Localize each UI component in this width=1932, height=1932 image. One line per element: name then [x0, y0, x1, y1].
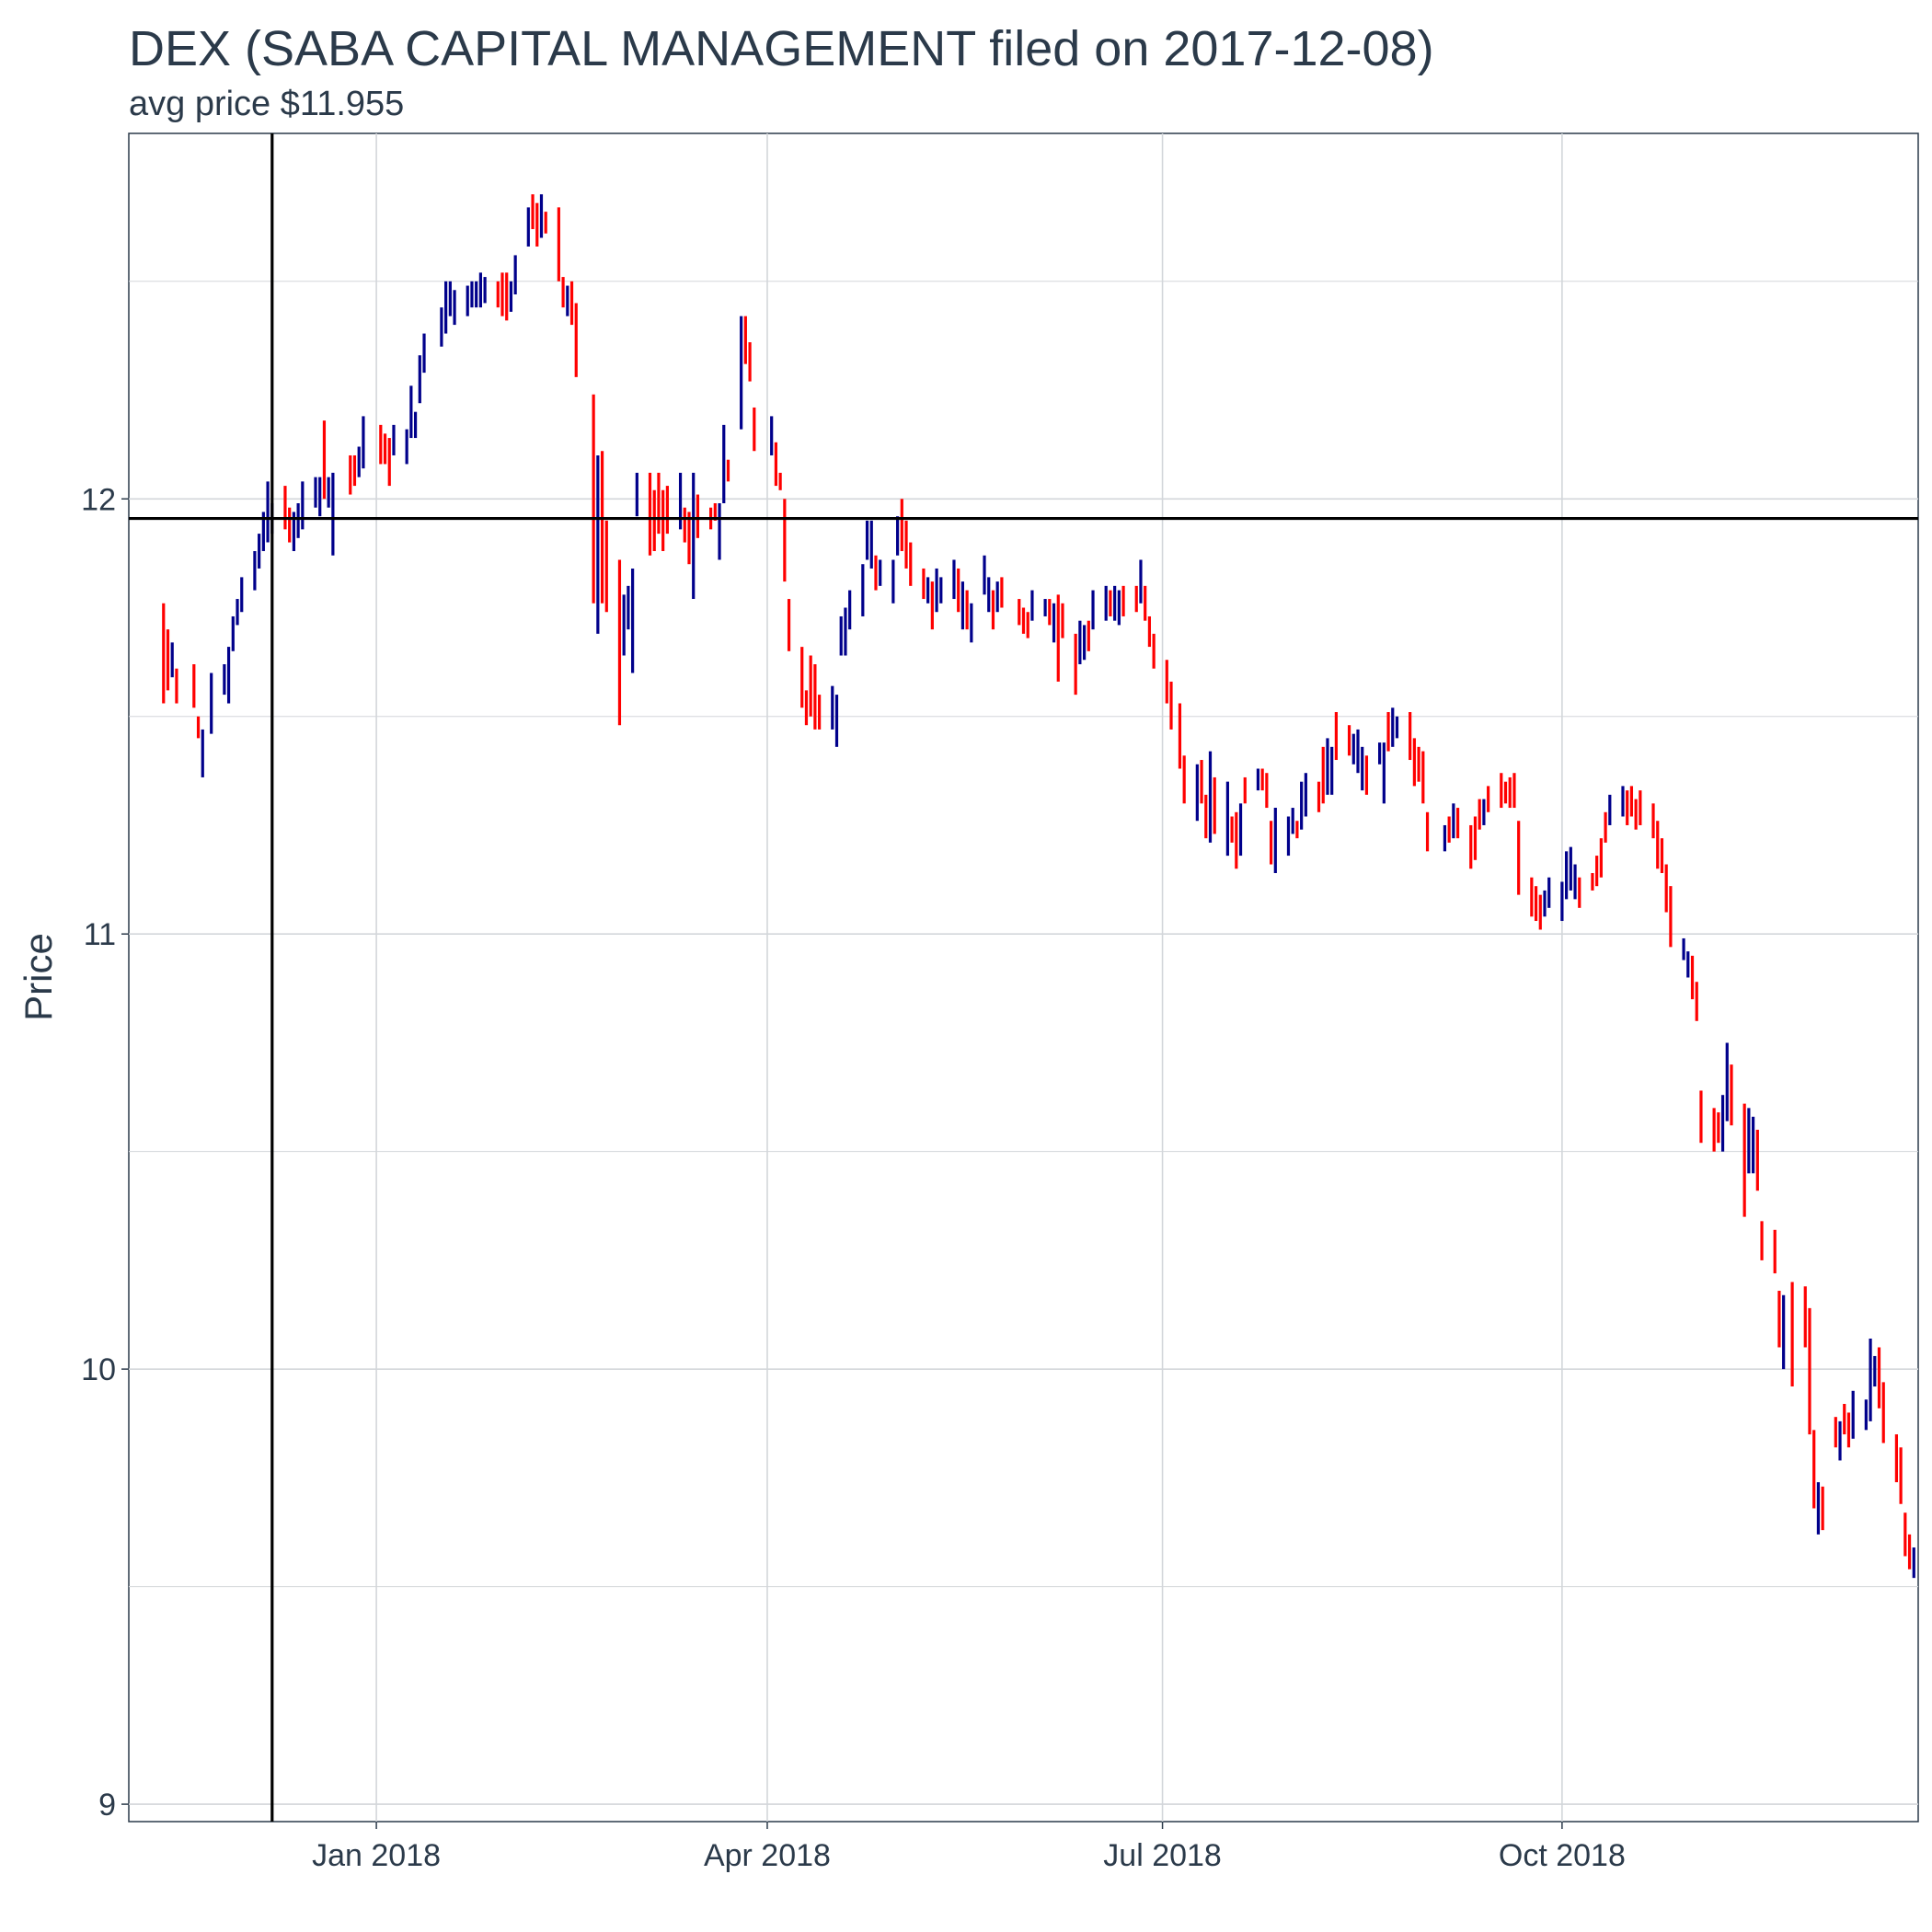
x-tick-label: Apr 2018 [704, 1838, 831, 1873]
plot-panel [128, 132, 1919, 1823]
y-tick-label: 12 [81, 482, 116, 517]
y-tick-label: 9 [98, 1788, 116, 1823]
chart-subtitle: avg price $11.955 [129, 85, 405, 123]
grid-lines [129, 133, 1918, 1822]
y-axis-title: Price [17, 933, 60, 1021]
y-tick-label: 11 [84, 917, 116, 952]
ohlc-bars [162, 194, 1915, 1579]
chart-title: DEX (SABA CAPITAL MANAGEMENT filed on 20… [129, 21, 1434, 76]
y-tick-label: 10 [81, 1352, 116, 1387]
reference-lines [129, 133, 1918, 1822]
x-axis-ticks: Jan 2018 Apr 2018 Jul 2018 Oct 2018 [312, 1822, 1626, 1873]
x-tick-label: Jan 2018 [312, 1838, 441, 1873]
x-tick-label: Oct 2018 [1499, 1838, 1626, 1873]
y-axis-ticks: 9 10 11 12 [81, 482, 129, 1823]
x-tick-label: Jul 2018 [1103, 1838, 1222, 1873]
